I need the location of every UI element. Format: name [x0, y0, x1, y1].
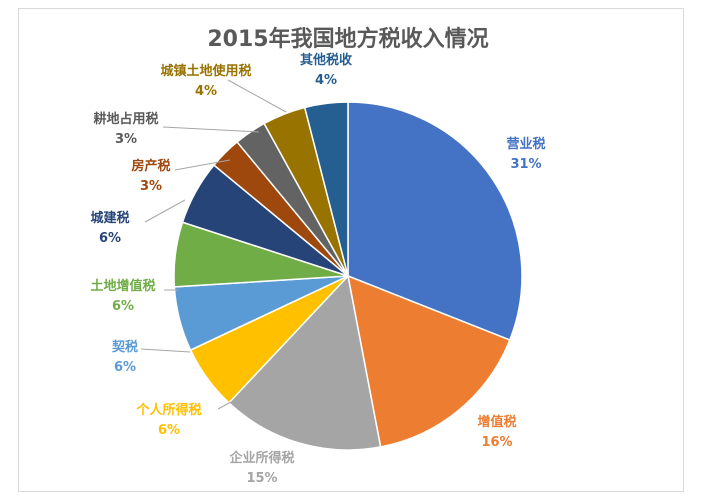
- slice-labels: 营业税 31% 增值税 16% 企业所得税 15% 个人所得税 6% 契税 6% 土地增值税 6% 城建…: [90, 52, 545, 486]
- chart-title: 2015年我国地方税收入情况: [207, 26, 488, 52]
- slice-percent-3: 15%: [246, 471, 277, 486]
- leader-line-4: [217, 401, 232, 410]
- slice-percent-4: 6%: [158, 423, 180, 438]
- leader-line-9: [162, 126, 260, 133]
- leader-lines: [140, 79, 287, 410]
- slice-label-6: 土地增值税: [90, 278, 155, 294]
- slice-percent-1: 31%: [510, 157, 541, 172]
- slice-label-11: 其他税收: [300, 52, 353, 68]
- pie-slice-3: [227, 274, 382, 451]
- slice-label-5: 契税: [111, 339, 138, 355]
- slice-label-8: 房产税: [131, 158, 170, 174]
- slice-percent-8: 3%: [140, 179, 162, 194]
- slice-label-3: 企业所得税: [228, 450, 294, 466]
- slice-label-1: 营业税: [506, 136, 545, 152]
- leader-line-7: [144, 199, 186, 223]
- slice-percent-9: 3%: [115, 132, 137, 147]
- leader-line-10: [227, 79, 287, 113]
- leader-line-5: [140, 348, 191, 353]
- slice-label-10: 城镇土地使用税: [160, 63, 251, 79]
- slice-percent-11: 4%: [315, 73, 337, 88]
- pie-slice-1: [347, 101, 523, 342]
- pie-slice-11: [303, 101, 349, 277]
- slice-label-7: 城建税: [90, 210, 129, 226]
- pie-slice-2: [347, 274, 511, 448]
- slice-label-9: 耕地占用税: [93, 111, 158, 127]
- slice-percent-5: 6%: [114, 360, 136, 375]
- slice-percent-10: 4%: [195, 84, 217, 99]
- slice-percent-2: 16%: [481, 435, 512, 450]
- slice-label-4: 个人所得税: [135, 402, 201, 418]
- slice-label-2: 增值税: [477, 414, 516, 430]
- leader-line-8: [174, 159, 231, 171]
- pie-slices: [173, 101, 523, 451]
- slice-percent-7: 6%: [99, 231, 121, 246]
- slice-percent-6: 6%: [112, 299, 134, 314]
